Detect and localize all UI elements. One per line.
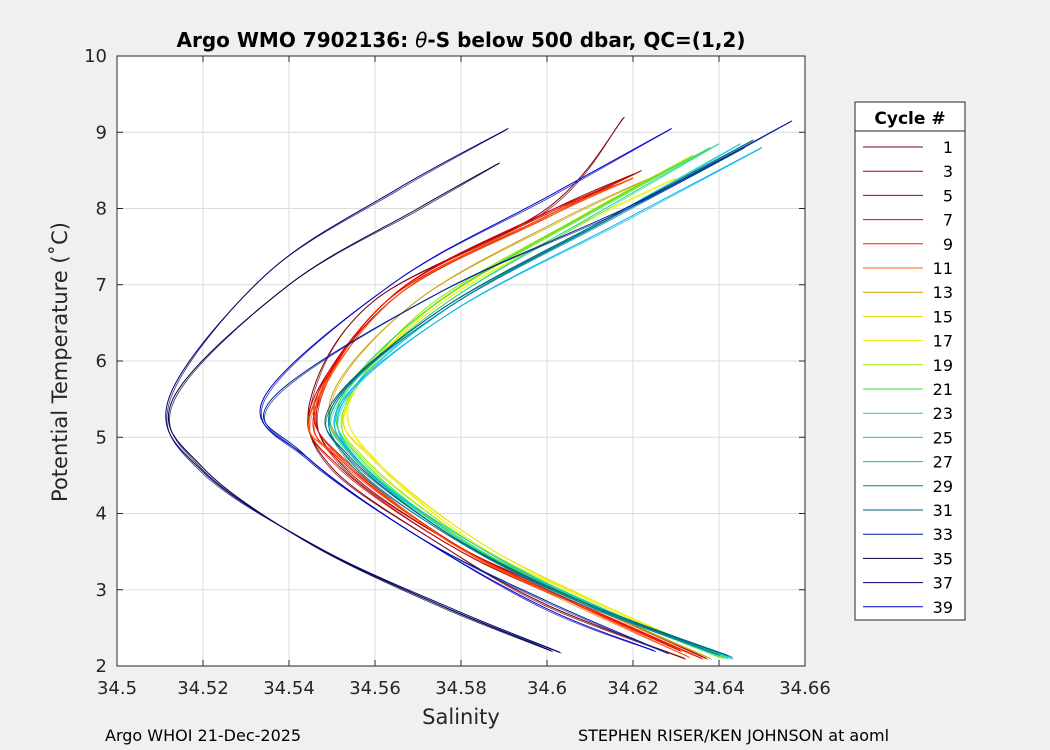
y-tick-label: 6 (96, 351, 107, 372)
legend-label-cycle-27: 27 (933, 453, 953, 472)
legend-label-cycle-33: 33 (933, 525, 953, 544)
series-line-cycle-39-b (260, 129, 671, 653)
legend-title: Cycle # (874, 109, 945, 129)
legend-label-cycle-29: 29 (933, 477, 953, 496)
x-tick-label: 34.6 (527, 678, 567, 699)
series-line-cycle-35-b (169, 163, 553, 653)
y-tick-label: 7 (96, 275, 107, 296)
legend-label-cycle-37: 37 (933, 574, 953, 593)
legend-label-cycle-13: 13 (933, 283, 953, 302)
footer-left: Argo WHOI 21-Dec-2025 (105, 726, 302, 745)
series-line-cycle-33 (263, 120, 793, 654)
legend-label-cycle-35: 35 (933, 549, 953, 568)
y-tick-labels: 2 3 4 5 6 7 8 9 10 (84, 46, 107, 677)
legend-label-cycle-1: 1 (943, 138, 953, 157)
y-tick-label: 4 (96, 504, 107, 525)
legend-label-cycle-9: 9 (943, 235, 953, 254)
y-tick-label: 3 (96, 580, 107, 601)
y-tick-label: 5 (96, 427, 107, 448)
legend-label-cycle-15: 15 (933, 307, 953, 326)
legend-box (854, 101, 966, 621)
legend-label-cycle-23: 23 (933, 404, 953, 423)
legend-label-cycle-21: 21 (933, 380, 953, 399)
footer-right: STEPHEN RISER/KEN JOHNSON at aoml (578, 726, 890, 745)
series-line-cycle-37-b (166, 129, 562, 654)
x-tick-label: 34.52 (177, 678, 229, 699)
legend-label-cycle-31: 31 (933, 501, 953, 520)
series-line-cycle-29-b (328, 148, 744, 656)
y-tick-label: 2 (96, 656, 107, 677)
legend-label-cycle-3: 3 (943, 162, 953, 181)
series-line-cycle-31-b (325, 140, 753, 657)
legend-label-cycle-7: 7 (943, 211, 953, 230)
x-tick-label: 34.64 (693, 678, 745, 699)
series-line-cycle-11-b (309, 178, 691, 659)
y-axis-label: Potential Temperature (˚C) (48, 222, 72, 502)
x-axis-label: Salinity (422, 705, 500, 729)
legend-label-cycle-19: 19 (933, 356, 953, 375)
x-tick-label: 34.58 (435, 678, 487, 699)
x-tick-label: 34.5 (97, 678, 137, 699)
legend-label-cycle-5: 5 (943, 186, 953, 205)
y-tick-label: 9 (96, 122, 107, 143)
x-tick-label: 34.56 (349, 678, 401, 699)
y-tick-label: 8 (96, 199, 107, 220)
x-tick-label: 34.62 (607, 678, 659, 699)
series-layer (165, 116, 793, 660)
y-tick-label: 10 (84, 46, 107, 67)
x-tick-labels: 34.5 34.52 34.54 34.56 34.58 34.6 34.62 34.64 34… (97, 678, 831, 699)
legend: Cycle # 13579111315171921232527293133353… (854, 101, 966, 621)
legend-label-cycle-11: 11 (933, 259, 953, 278)
legend-label-cycle-17: 17 (933, 332, 953, 351)
legend-label-cycle-25: 25 (933, 428, 953, 447)
axes-box (116, 55, 806, 667)
series-line-cycle-33-b (264, 121, 792, 655)
legend-label-cycle-39: 39 (933, 598, 953, 617)
x-tick-label: 34.54 (263, 678, 315, 699)
x-tick-label: 34.66 (779, 678, 831, 699)
chart-title: Argo WMO 7902136: θ-S below 500 dbar, QC… (177, 28, 746, 52)
